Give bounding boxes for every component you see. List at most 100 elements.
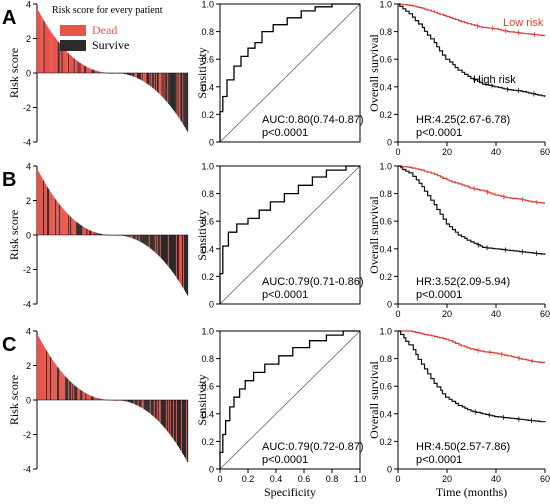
waterfall-bar (146, 73, 148, 84)
waterfall-bar (118, 73, 120, 74)
waterfall-bar (137, 235, 139, 241)
km-x-tick-label: 40 (491, 147, 501, 157)
waterfall-bar (124, 235, 126, 237)
waterfall-bar (88, 229, 90, 235)
waterfall-bar (150, 73, 152, 87)
waterfall-bar (140, 73, 142, 81)
waterfall-bar (139, 235, 141, 242)
waterfall-bar (128, 400, 130, 403)
waterfall-bar (86, 66, 88, 73)
waterfall-bar (173, 235, 176, 275)
waterfall-bar (169, 73, 171, 106)
km-y-tick-label: 0.8 (379, 354, 392, 364)
km-y-tick-label: 0.2 (379, 110, 392, 120)
waterfall-bar (48, 353, 50, 400)
waterfall-bar (51, 32, 53, 73)
waterfall-bar (66, 212, 68, 235)
waterfall-bar (163, 235, 165, 262)
waterfall-bar (153, 235, 155, 252)
waterfall-bar (111, 73, 113, 74)
waterfall-bar (133, 235, 135, 239)
roc-diagonal (219, 165, 361, 305)
roc-x-tick-label: 0 (217, 474, 222, 484)
waterfall-bar (127, 235, 129, 237)
waterfall-bar (52, 360, 54, 400)
waterfall-bar (94, 397, 96, 400)
waterfall-bar (178, 73, 180, 119)
waterfall-bar (158, 73, 160, 94)
waterfall-bar (159, 400, 161, 424)
waterfall-bar (130, 400, 132, 403)
waterfall-bar (142, 73, 144, 82)
waterfall-bar (157, 235, 159, 256)
waterfall-bar (132, 73, 134, 77)
waterfall-bar (166, 73, 168, 102)
waterfall-bar (95, 397, 97, 400)
waterfall-bar (145, 235, 147, 246)
waterfall-bar (102, 72, 104, 73)
waterfall-bar (143, 235, 145, 245)
waterfall-bar (49, 29, 51, 73)
km-y-tick-label: 0.8 (379, 27, 392, 37)
waterfall-bar (180, 73, 182, 121)
waterfall-bar (156, 73, 158, 92)
waterfall-bar (64, 49, 66, 73)
waterfall-bar (96, 232, 98, 235)
waterfall-bar (99, 71, 101, 73)
waterfall-bar (72, 57, 74, 73)
km-y-label: Overall survival (367, 34, 381, 112)
waterfall-bar (143, 73, 145, 82)
panel-label-A: A (2, 7, 16, 29)
roc-frame (219, 3, 361, 143)
waterfall-bar (59, 369, 61, 400)
km-high-risk-label: High risk (473, 74, 516, 86)
km-p-text: p<0.0001 (416, 454, 462, 466)
waterfall-bar (66, 51, 68, 73)
waterfall-bar (96, 397, 98, 400)
waterfall-bar (53, 35, 55, 73)
waterfall-bar (77, 222, 79, 235)
roc-y-tick-label: 1.0 (201, 327, 214, 337)
waterfall-bar (101, 72, 103, 73)
waterfall-bar (151, 73, 153, 88)
waterfall-bar (44, 182, 46, 235)
waterfall-y-tick-label: -4 (23, 465, 31, 475)
waterfall-bar (166, 235, 169, 266)
waterfall-bar (57, 202, 59, 235)
waterfall-bar (79, 62, 81, 73)
waterfall-bar (153, 73, 155, 89)
waterfall-bar (50, 357, 52, 400)
waterfall-bar (83, 392, 85, 400)
roc-y-tick-label: 0.8 (201, 189, 214, 199)
waterfall-bar (177, 235, 180, 281)
waterfall-bar (84, 227, 86, 235)
waterfall-bar (128, 73, 130, 76)
roc-y-tick-label: 0.4 (201, 82, 214, 92)
waterfall-bar (46, 350, 48, 400)
km-y-tick-label: 1.0 (379, 162, 392, 172)
waterfall-bar (55, 364, 57, 400)
waterfall-bar (162, 73, 164, 98)
waterfall-bar (155, 400, 157, 420)
waterfall-bar (185, 73, 187, 129)
waterfall-bar (148, 235, 150, 248)
waterfall-bar (58, 42, 60, 73)
waterfall-bar (56, 40, 58, 73)
roc-p-text: p<0.0001 (262, 289, 308, 301)
waterfall-bar (70, 55, 72, 73)
waterfall-bar (126, 73, 128, 75)
waterfall-bar (63, 209, 65, 235)
waterfall-bar (87, 229, 89, 235)
waterfall-bar (91, 69, 93, 73)
waterfall-bar (115, 73, 117, 74)
waterfall-bar (65, 376, 67, 400)
waterfall-bar (170, 235, 173, 271)
waterfall-bar (68, 379, 70, 400)
waterfall-bar (161, 73, 163, 97)
waterfall-bar (75, 221, 77, 235)
waterfall-bar (52, 34, 54, 73)
waterfall-bar (167, 400, 170, 433)
waterfall-bar (56, 200, 58, 235)
waterfall-bar (88, 394, 90, 400)
waterfall-bar (44, 347, 46, 400)
